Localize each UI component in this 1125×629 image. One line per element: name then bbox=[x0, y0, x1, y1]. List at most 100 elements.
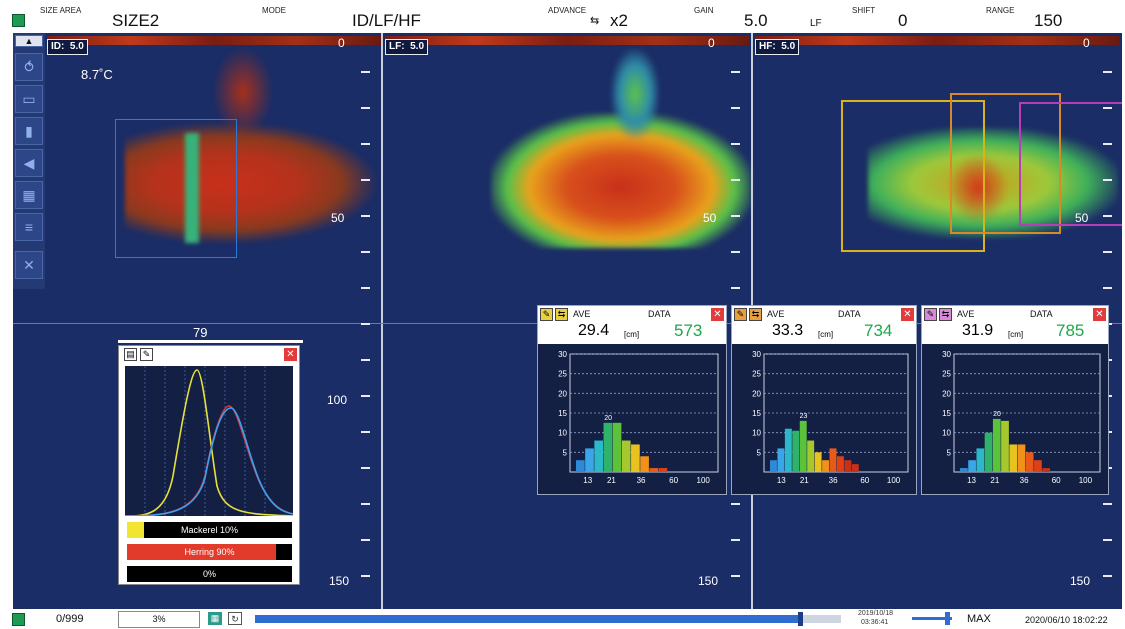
fish-icon[interactable]: ⥀ bbox=[15, 53, 43, 81]
histogram-bar bbox=[799, 420, 807, 472]
layers-icon[interactable]: ≡ bbox=[15, 213, 43, 241]
histogram-bar bbox=[976, 448, 985, 472]
shift-value[interactable]: 0 bbox=[898, 11, 908, 30]
species-panel: ▤ ✎ ✕ Mackerel 10% Herring 90% 0% bbox=[118, 345, 300, 585]
size-area-value[interactable]: SIZE2 bbox=[112, 11, 160, 30]
histogram-bar bbox=[984, 432, 993, 472]
y-tick-label: 30 bbox=[942, 350, 951, 359]
data-count-1: 573 bbox=[674, 321, 703, 340]
species-length-distribution bbox=[125, 366, 293, 516]
wrench-icon-1[interactable]: ✎ bbox=[540, 308, 553, 321]
close-icon-3[interactable]: ✕ bbox=[1093, 308, 1106, 321]
advance-value[interactable]: x2 bbox=[610, 11, 628, 30]
histogram-bar bbox=[814, 452, 822, 472]
swap-icon-2[interactable]: ⇆ bbox=[749, 308, 762, 321]
cursor-depth-value: 79 bbox=[193, 325, 208, 340]
wrench-icon-3[interactable]: ✎ bbox=[924, 308, 937, 321]
swap-icon-3[interactable]: ⇆ bbox=[939, 308, 952, 321]
up-arrow-icon[interactable]: ▲ bbox=[15, 35, 43, 47]
echogram-screen: ID: 5.0 LF: 5.0 HF: 5.0 8.7˚C 0 50 100 1… bbox=[13, 33, 1122, 609]
size-area-box-yellow[interactable] bbox=[841, 100, 985, 252]
depth-label-0-hf: 0 bbox=[1083, 36, 1090, 50]
histogram-plot-2: 30 25 20 15 10 5 23 13 21 36 60 100 bbox=[752, 350, 909, 485]
depth-label-0-lf: 0 bbox=[708, 36, 715, 50]
depth-label-50: 50 bbox=[331, 211, 345, 225]
depth-tick bbox=[361, 395, 370, 397]
depth-tick bbox=[361, 71, 370, 73]
depth-tick bbox=[731, 143, 740, 145]
y-tick-label: 30 bbox=[752, 350, 761, 359]
close-icon-1[interactable]: ✕ bbox=[711, 308, 724, 321]
speaker-icon[interactable]: ◀ bbox=[15, 149, 43, 177]
histogram-bar bbox=[829, 448, 837, 472]
gain-value[interactable]: 5.0 bbox=[744, 11, 768, 30]
y-tick-label: 25 bbox=[752, 370, 761, 379]
print-icon[interactable]: ▤ bbox=[124, 348, 137, 361]
species-row-herring: Herring 90% bbox=[127, 544, 292, 560]
histogram-bar bbox=[1025, 452, 1034, 472]
depth-label-50-lf: 50 bbox=[703, 211, 717, 225]
peak-label: 20 bbox=[993, 411, 1001, 418]
range-value[interactable]: 150 bbox=[1034, 11, 1063, 30]
pane-tag-hf[interactable]: HF: 5.0 bbox=[755, 39, 800, 55]
histogram-bar bbox=[1042, 468, 1051, 472]
record-time: 03:36:41 bbox=[861, 619, 889, 626]
depth-label-0: 0 bbox=[338, 36, 345, 50]
histogram-icon[interactable]: ▦ bbox=[15, 181, 43, 209]
pane-tag-id[interactable]: ID: 5.0 bbox=[47, 39, 88, 55]
depth-tick bbox=[361, 575, 370, 577]
progress-percent: 3% bbox=[118, 611, 200, 628]
playback-track[interactable] bbox=[255, 612, 841, 626]
status-menu-icon[interactable] bbox=[12, 613, 25, 626]
depth-tick bbox=[361, 287, 370, 289]
y-tick-label: 25 bbox=[558, 370, 567, 379]
depth-tick bbox=[731, 539, 740, 541]
x-tick-label: 13 bbox=[583, 476, 592, 485]
depth-tick bbox=[361, 503, 370, 505]
bar-chart-icon[interactable]: ▮ bbox=[15, 117, 43, 145]
histogram-plot-1: 30 25 20 15 10 5 20 13 21 36 60 100 bbox=[558, 350, 719, 485]
grid-icon[interactable]: ▦ bbox=[208, 612, 222, 625]
data-label-1: DATA bbox=[648, 309, 671, 319]
histogram-bar bbox=[1001, 420, 1009, 472]
size-area-box-magenta[interactable] bbox=[1019, 102, 1122, 226]
wrench-icon-2[interactable]: ✎ bbox=[734, 308, 747, 321]
y-tick-label: 10 bbox=[942, 429, 951, 438]
histogram-bar bbox=[851, 464, 859, 472]
size-area-box-id[interactable] bbox=[115, 119, 237, 258]
species-label-herring: Herring 90% bbox=[184, 547, 235, 557]
echogram-icon[interactable]: ▭ bbox=[15, 85, 43, 113]
pane-divider-1[interactable] bbox=[381, 33, 383, 609]
menu-toggle-icon[interactable] bbox=[12, 14, 25, 27]
close-icon-2[interactable]: ✕ bbox=[901, 308, 914, 321]
tools-icon[interactable]: ✕ bbox=[15, 251, 43, 279]
y-tick-label: 5 bbox=[757, 448, 762, 457]
swap-icon-1[interactable]: ⇆ bbox=[555, 308, 568, 321]
depth-label-100: 100 bbox=[327, 393, 348, 407]
histogram-bar bbox=[621, 440, 631, 472]
x-tick-label: 36 bbox=[1020, 476, 1029, 485]
histogram-bar bbox=[594, 440, 604, 472]
x-tick-label: 21 bbox=[607, 476, 616, 485]
histogram-bar bbox=[822, 460, 830, 472]
playback-thumb[interactable] bbox=[797, 612, 803, 626]
refresh-icon[interactable]: ↻ bbox=[228, 612, 242, 625]
depth-tick bbox=[1103, 575, 1112, 577]
data-count-3: 785 bbox=[1056, 321, 1085, 340]
speed-slider-thumb[interactable] bbox=[945, 612, 950, 625]
histogram-bar bbox=[640, 456, 649, 472]
depth-tick bbox=[361, 215, 370, 217]
y-tick-label: 30 bbox=[558, 350, 567, 359]
size-area-box-orange[interactable] bbox=[950, 93, 1061, 234]
peak-label: 20 bbox=[604, 415, 612, 422]
close-icon[interactable]: ✕ bbox=[284, 348, 297, 361]
wrench-icon[interactable]: ✎ bbox=[140, 348, 153, 361]
unit-label-1: [cm] bbox=[624, 330, 640, 339]
depth-tick bbox=[361, 539, 370, 541]
shift-label: SHIFT bbox=[852, 6, 876, 15]
mode-value[interactable]: ID/LF/HF bbox=[352, 11, 421, 30]
speed-slider[interactable] bbox=[912, 612, 952, 625]
y-tick-label: 10 bbox=[558, 429, 567, 438]
pane-tag-lf[interactable]: LF: 5.0 bbox=[385, 39, 429, 55]
species-row-other: 0% bbox=[127, 566, 292, 582]
